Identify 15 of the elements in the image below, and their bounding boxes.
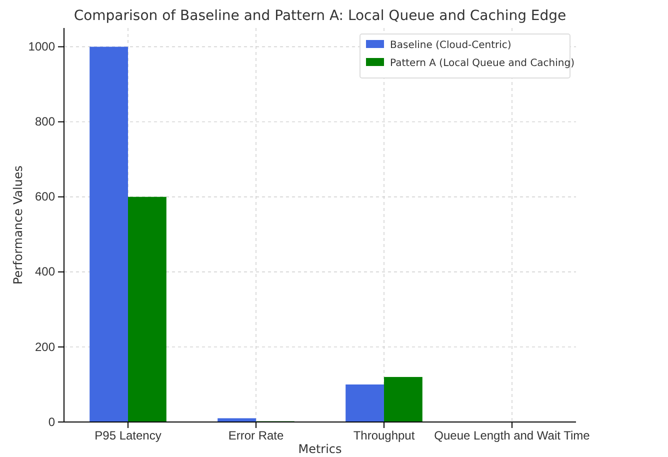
x-tick-label: Error Rate bbox=[228, 428, 284, 443]
y-tick-label: 200 bbox=[34, 340, 56, 354]
y-tick-label: 1000 bbox=[28, 40, 56, 54]
x-axis-title: Metrics bbox=[298, 442, 342, 456]
chart-title: Comparison of Baseline and Pattern A: Local Queue and Caching Edge bbox=[74, 8, 566, 24]
y-tick-label: 0 bbox=[48, 414, 56, 429]
y-tick-label: 400 bbox=[34, 264, 56, 279]
legend-label: Pattern A (Local Queue and Caching) bbox=[390, 58, 575, 69]
legend-label: Baseline (Cloud-Centric) bbox=[390, 40, 512, 51]
y-axis-title: Performance Values bbox=[11, 165, 25, 285]
x-tick-label: Throughput bbox=[353, 428, 416, 443]
x-tick-label: Queue Length and Wait Time bbox=[434, 428, 590, 443]
y-tick-label: 800 bbox=[34, 114, 56, 129]
x-tick-label: P95 Latency bbox=[94, 428, 162, 443]
y-tick-label: 600 bbox=[34, 190, 56, 204]
